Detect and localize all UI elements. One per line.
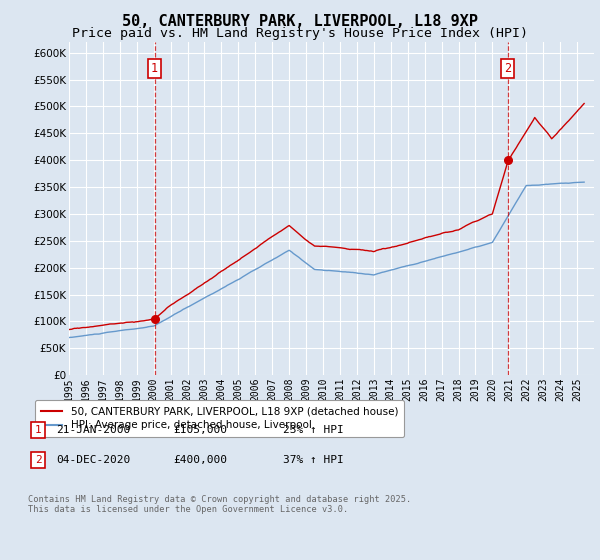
Legend: 50, CANTERBURY PARK, LIVERPOOL, L18 9XP (detached house), HPI: Average price, de: 50, CANTERBURY PARK, LIVERPOOL, L18 9XP … (35, 400, 404, 437)
Text: 1: 1 (35, 425, 41, 435)
Text: 50, CANTERBURY PARK, LIVERPOOL, L18 9XP: 50, CANTERBURY PARK, LIVERPOOL, L18 9XP (122, 14, 478, 29)
Text: £105,000: £105,000 (173, 425, 227, 435)
Text: 37% ↑ HPI: 37% ↑ HPI (283, 455, 344, 465)
Text: 2: 2 (505, 62, 512, 76)
Text: 04-DEC-2020: 04-DEC-2020 (56, 455, 130, 465)
Text: 2: 2 (35, 455, 41, 465)
Text: £400,000: £400,000 (173, 455, 227, 465)
Text: 1: 1 (151, 62, 158, 76)
Text: Price paid vs. HM Land Registry's House Price Index (HPI): Price paid vs. HM Land Registry's House … (72, 27, 528, 40)
Text: 23% ↑ HPI: 23% ↑ HPI (283, 425, 344, 435)
Text: Contains HM Land Registry data © Crown copyright and database right 2025.
This d: Contains HM Land Registry data © Crown c… (28, 495, 411, 515)
Text: 21-JAN-2000: 21-JAN-2000 (56, 425, 130, 435)
